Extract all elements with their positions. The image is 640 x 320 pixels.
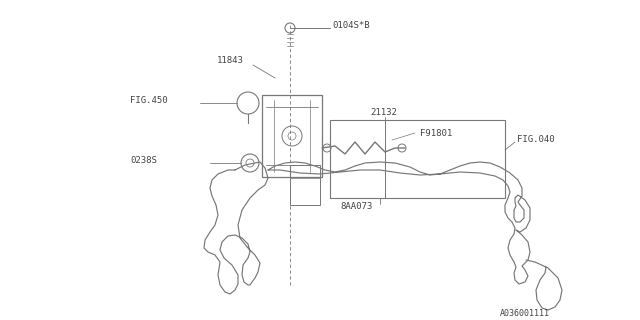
Bar [330,120,505,198]
Text: 8AA073: 8AA073 [340,202,372,211]
Bar [262,95,322,177]
Text: A036001111: A036001111 [500,308,550,317]
Text: 0238S: 0238S [130,156,157,164]
Text: 0104S*B: 0104S*B [332,20,370,29]
Bar [290,165,320,205]
Text: 21132: 21132 [370,108,397,116]
Text: 11843: 11843 [217,55,244,65]
Text: F91801: F91801 [420,129,452,138]
Text: FIG.450: FIG.450 [130,95,168,105]
Text: FIG.040: FIG.040 [517,134,555,143]
